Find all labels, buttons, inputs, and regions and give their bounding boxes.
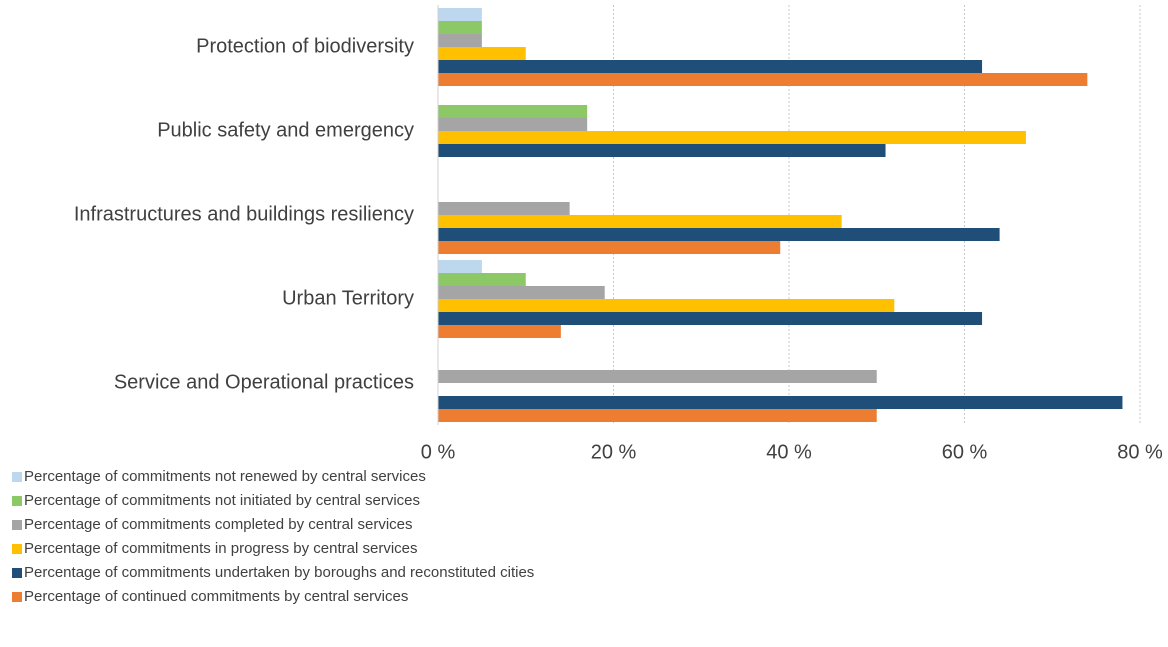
x-tick-label: 40 % [766, 441, 812, 463]
bar [438, 105, 588, 118]
y-tick-label: Service and Operational practices [114, 371, 414, 393]
x-tick-label: 80 % [1117, 441, 1163, 463]
y-tick-label: Urban Territory [282, 287, 414, 309]
y-tick-label: Infrastructures and buildings resiliency [74, 203, 414, 225]
bar [438, 144, 886, 157]
bar [438, 228, 1000, 241]
legend-label: Percentage of continued commitments by c… [24, 588, 408, 605]
bar [438, 118, 588, 131]
legend-swatch [12, 520, 22, 530]
legend-label: Percentage of commitments not initiated … [24, 492, 420, 509]
bar [438, 286, 605, 299]
legend-label: Percentage of commitments undertaken by … [24, 564, 534, 581]
x-tick-label: 0 % [421, 441, 456, 463]
bar [438, 241, 781, 254]
legend-swatch [12, 496, 22, 506]
x-tick-label: 60 % [942, 441, 988, 463]
bar [438, 34, 482, 47]
legend-label: Percentage of commitments completed by c… [24, 516, 413, 533]
bar [438, 215, 842, 228]
bar [438, 299, 895, 312]
bar [438, 21, 482, 34]
bar [438, 325, 561, 338]
bar [438, 409, 877, 422]
bar [438, 260, 482, 273]
y-tick-label: Protection of biodiversity [196, 35, 414, 57]
bar [438, 73, 1088, 86]
bar [438, 202, 570, 215]
legend-label: Percentage of commitments in progress by… [24, 540, 418, 557]
bar [438, 396, 1123, 409]
legend-swatch [12, 472, 22, 482]
y-tick-label: Public safety and emergency [157, 119, 414, 141]
bar [438, 312, 983, 325]
bar [438, 60, 983, 73]
legend-swatch [12, 544, 22, 554]
bar [438, 131, 1026, 144]
bar [438, 47, 526, 60]
x-tick-label: 20 % [591, 441, 637, 463]
bar [438, 370, 877, 383]
legend-label: Percentage of commitments not renewed by… [24, 468, 426, 485]
bar [438, 8, 482, 21]
legend-swatch [12, 568, 22, 578]
bar [438, 273, 526, 286]
legend-swatch [12, 592, 22, 602]
